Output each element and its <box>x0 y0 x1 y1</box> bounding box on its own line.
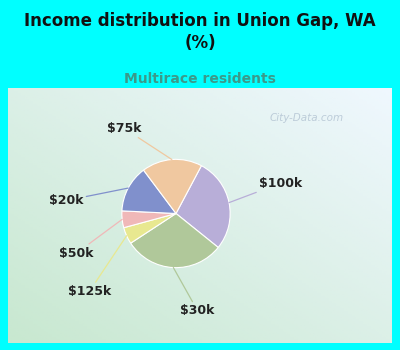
Text: $75k: $75k <box>107 122 172 160</box>
Text: $125k: $125k <box>68 236 127 298</box>
Text: $100k: $100k <box>229 177 302 203</box>
Wedge shape <box>124 214 176 243</box>
Text: $20k: $20k <box>49 188 128 207</box>
Text: $30k: $30k <box>173 268 215 317</box>
Text: Multirace residents: Multirace residents <box>124 72 276 86</box>
Wedge shape <box>122 170 176 214</box>
Wedge shape <box>122 211 176 228</box>
Text: $50k: $50k <box>59 219 122 260</box>
Text: City-Data.com: City-Data.com <box>269 113 343 123</box>
Text: Income distribution in Union Gap, WA
(%): Income distribution in Union Gap, WA (%) <box>24 12 376 52</box>
Wedge shape <box>176 166 230 247</box>
Wedge shape <box>144 159 202 214</box>
Wedge shape <box>131 214 218 268</box>
